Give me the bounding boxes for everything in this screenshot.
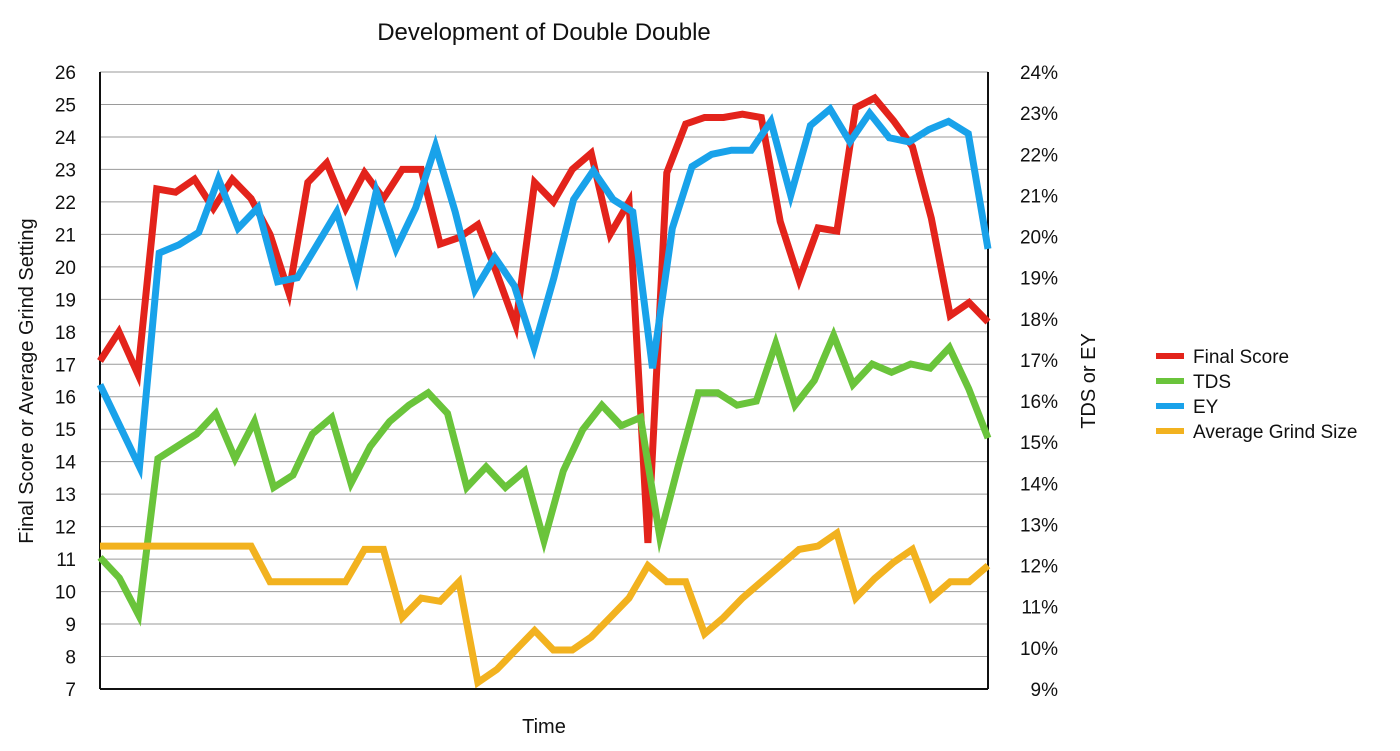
right-axis-ticks: 9% 10% 11% 12% 13% 14% 15% 16% 17% 18% 19% 20% 21% 22… <box>1020 63 1058 701</box>
right-tick-label: 14% <box>1020 474 1058 495</box>
legend-label: Final Score <box>1193 347 1289 368</box>
series-line-ey <box>96 103 992 480</box>
series-line-final-score <box>97 93 991 544</box>
right-tick-label: 11% <box>1021 598 1058 619</box>
left-tick-label: 13 <box>55 485 76 506</box>
right-tick-label: 20% <box>1020 228 1058 249</box>
grid-lines <box>99 71 989 689</box>
chart-title: Development of Double Double <box>377 19 711 46</box>
left-tick-label: 10 <box>55 583 76 604</box>
right-tick-label: 15% <box>1020 433 1058 454</box>
left-tick-label: 24 <box>55 128 77 149</box>
left-tick-label: 8 <box>65 648 76 669</box>
left-tick-label: 23 <box>55 160 76 181</box>
right-tick-label: 22% <box>1020 145 1058 166</box>
left-tick-label: 20 <box>55 258 76 279</box>
legend-label: EY <box>1193 397 1219 418</box>
legend-label: Average Grind Size <box>1193 422 1357 443</box>
left-tick-label: 18 <box>55 323 76 344</box>
left-tick-label: 17 <box>55 355 76 376</box>
legend-label: TDS <box>1193 372 1231 393</box>
right-tick-label: 24% <box>1020 63 1058 84</box>
left-tick-label: 12 <box>55 518 76 539</box>
right-tick-label: 19% <box>1020 269 1058 290</box>
left-tick-label: 14 <box>55 453 77 474</box>
left-tick-label: 21 <box>55 225 76 246</box>
left-tick-label: 26 <box>55 63 76 84</box>
right-tick-label: 17% <box>1020 351 1058 372</box>
left-tick-label: 15 <box>55 420 76 441</box>
left-tick-label: 16 <box>55 388 76 409</box>
right-tick-label: 21% <box>1020 186 1058 207</box>
series-lines <box>96 93 992 689</box>
left-tick-label: 9 <box>65 615 76 636</box>
right-axis-title: TDS or EY <box>1078 333 1100 429</box>
right-tick-label: 12% <box>1020 557 1058 578</box>
left-axis-title: Final Score or Average Grind Setting <box>16 218 38 543</box>
left-axis-ticks: 7 8 9 10 11 12 13 14 15 16 17 18 19 20 21 22 23 24 25 26 <box>55 63 77 701</box>
right-tick-label: 9% <box>1031 680 1059 701</box>
right-tick-label: 18% <box>1020 310 1058 331</box>
left-tick-label: 22 <box>55 193 76 214</box>
series-line-average-grind-size <box>100 527 991 689</box>
left-tick-label: 7 <box>65 680 76 701</box>
right-tick-label: 13% <box>1020 515 1058 536</box>
legend: Final Score TDS EY Average Grind Size <box>1156 347 1357 443</box>
right-tick-label: 16% <box>1020 392 1058 413</box>
left-tick-label: 25 <box>55 95 76 116</box>
series-line-tds <box>97 326 992 627</box>
x-axis-title: Time <box>522 716 566 738</box>
right-tick-label: 10% <box>1020 639 1058 660</box>
right-tick-label: 23% <box>1020 104 1058 125</box>
left-tick-label: 19 <box>55 290 76 311</box>
left-tick-label: 11 <box>56 550 76 571</box>
